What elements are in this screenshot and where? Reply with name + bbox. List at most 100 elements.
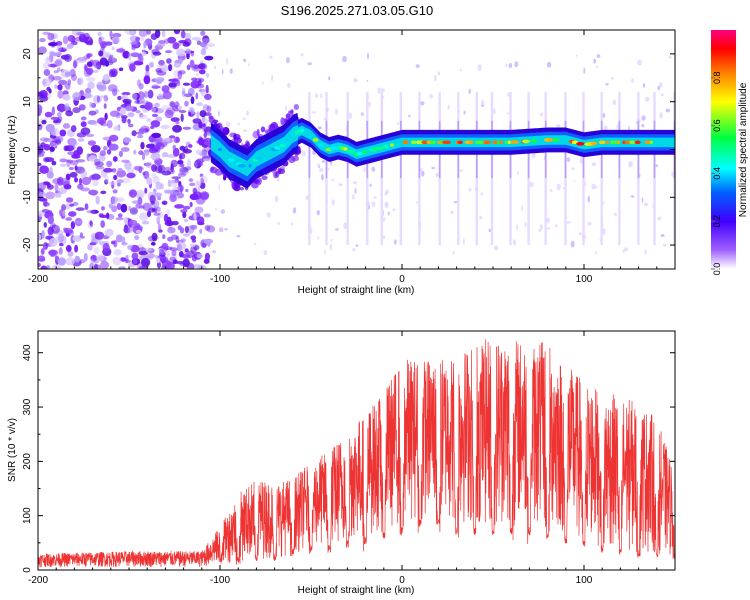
noise-blob — [156, 64, 162, 69]
faint-noise — [421, 170, 425, 177]
noise-blob — [136, 98, 140, 104]
faint-noise — [550, 188, 553, 193]
noise-blob — [100, 190, 107, 195]
faint-noise — [538, 228, 541, 233]
noise-blob — [39, 137, 50, 142]
noise-blob — [155, 181, 163, 190]
faint-noise — [321, 160, 326, 163]
noise-blob — [66, 159, 71, 168]
noise-blob — [94, 231, 105, 240]
faint-noise — [480, 192, 484, 196]
faint-noise — [657, 216, 662, 221]
noise-blob — [96, 238, 101, 243]
noise-blob — [182, 41, 191, 47]
noise-blob — [129, 63, 136, 72]
noise-blob — [137, 196, 143, 205]
noise-blob — [156, 206, 161, 212]
noise-blob — [173, 61, 182, 68]
colorbar-tick-label: 0.6 — [712, 119, 722, 132]
noise-blob — [54, 183, 59, 192]
faint-noise — [450, 210, 454, 215]
noise-blob — [104, 228, 114, 237]
noise-blob — [121, 177, 130, 184]
noise-blob — [146, 177, 153, 185]
noise-blob — [140, 257, 151, 267]
noise-blob — [77, 77, 84, 86]
broad-blob — [285, 113, 291, 119]
faint-noise — [431, 166, 436, 170]
signal-hotspot — [469, 140, 474, 145]
faint-noise — [612, 99, 617, 106]
signal-hotspot — [499, 140, 503, 145]
noise-blob — [111, 168, 117, 173]
noise-blob — [73, 220, 83, 224]
faint-noise — [643, 202, 649, 206]
faint-noise — [392, 208, 396, 212]
noise-blob — [125, 254, 130, 259]
signal-hotspot — [457, 140, 463, 145]
noise-blob — [85, 133, 95, 137]
noise-blob — [162, 234, 166, 240]
noise-blob — [38, 94, 49, 102]
noise-blob — [122, 50, 130, 59]
noise-blob — [86, 210, 96, 214]
noise-blob — [150, 241, 156, 246]
noise-blob — [41, 119, 47, 125]
noise-blob — [69, 68, 76, 78]
noise-blob — [65, 202, 69, 210]
noise-blob — [59, 104, 64, 113]
noise-blob — [67, 79, 72, 86]
noise-blob — [184, 218, 189, 223]
noise-blob — [151, 113, 159, 118]
noise-blob — [204, 252, 210, 261]
noise-blob — [58, 247, 63, 255]
noise-blob — [46, 93, 52, 99]
faint-noise — [512, 239, 517, 246]
faint-noise — [637, 59, 642, 66]
noise-blob — [119, 107, 127, 115]
noise-blob — [117, 182, 121, 187]
noise-blob — [152, 51, 162, 56]
noise-blob — [121, 159, 130, 163]
top-y-tick-label: -20 — [22, 237, 33, 252]
faint-noise — [263, 249, 268, 255]
noise-blob — [49, 166, 53, 175]
faint-noise — [603, 125, 608, 131]
faint-noise — [218, 183, 221, 191]
noise-blob — [89, 39, 94, 46]
faint-noise — [329, 243, 332, 251]
noise-blob — [199, 110, 207, 118]
noise-blob — [98, 50, 104, 57]
noise-blob — [75, 207, 85, 211]
noise-blob — [67, 35, 76, 42]
noise-blob — [52, 76, 62, 81]
faint-noise — [573, 180, 576, 183]
faint-noise — [354, 187, 357, 194]
faint-noise — [662, 243, 667, 247]
noise-blob — [109, 134, 119, 142]
noise-blob — [164, 257, 169, 264]
noise-blob — [143, 40, 147, 49]
faint-noise — [555, 224, 558, 228]
noise-blob — [64, 103, 70, 112]
faint-noise — [387, 211, 390, 216]
noise-blob — [204, 224, 211, 231]
noise-blob — [203, 132, 208, 138]
noise-blob — [154, 255, 159, 259]
faint-noise — [352, 181, 358, 184]
faint-noise — [382, 217, 386, 222]
noise-blob — [131, 92, 138, 100]
noise-blob — [65, 110, 74, 117]
noise-blob — [175, 136, 180, 143]
noise-blob — [192, 64, 200, 70]
faint-noise — [353, 78, 358, 83]
noise-blob — [173, 42, 179, 47]
noise-blob — [120, 203, 128, 213]
faint-noise — [317, 163, 320, 167]
noise-blob — [138, 30, 148, 37]
noise-blob — [51, 160, 57, 166]
signal-hotspot — [606, 140, 610, 145]
faint-noise — [641, 115, 646, 121]
noise-blob — [80, 127, 91, 135]
faint-noise — [657, 85, 661, 91]
